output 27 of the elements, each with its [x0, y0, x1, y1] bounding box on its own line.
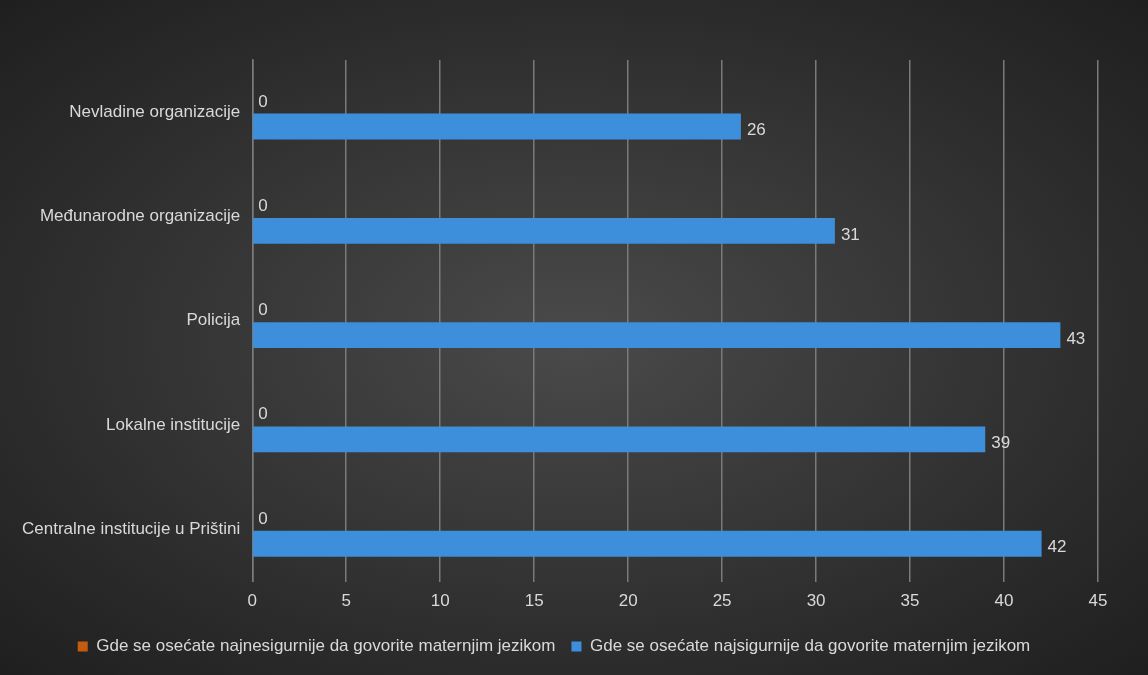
x-tick-label: 35: [900, 591, 920, 611]
y-tick-label: Nevladine organizacije: [69, 101, 241, 121]
x-tick-label: 25: [712, 591, 732, 611]
data-label: 0: [258, 195, 268, 215]
y-tick-label: Policija: [186, 310, 241, 330]
x-tick-label: 0: [247, 591, 257, 611]
x-tick-label: 5: [341, 591, 351, 611]
data-label: 39: [991, 433, 1011, 453]
legend-label: Gde se osećate najsigurnije da govorite maternjim jezikom: [589, 636, 1031, 656]
x-tick-label: 15: [524, 591, 544, 611]
x-tick-label: 45: [1088, 591, 1108, 611]
legend-label: Gde se osećate najnesigurnije da govorite maternjim jezikom: [96, 636, 556, 656]
data-label: 0: [258, 300, 268, 320]
data-label: 0: [258, 91, 268, 111]
x-tick-label: 30: [806, 591, 826, 611]
y-tick-label: Lokalne institucije: [106, 414, 241, 434]
data-label: 42: [1047, 537, 1067, 557]
x-tick-label: 40: [994, 591, 1014, 611]
data-label: 43: [1066, 328, 1086, 348]
data-label: 0: [258, 508, 268, 528]
y-tick-label: Međunarodne organizacije: [39, 206, 241, 226]
x-tick-label: 20: [618, 591, 638, 611]
data-label: 26: [746, 120, 766, 140]
data-label: 0: [258, 404, 268, 424]
x-tick-label: 10: [430, 591, 450, 611]
y-tick-label: Centralne institucije u Prištini: [22, 519, 241, 539]
data-label: 31: [840, 224, 860, 244]
